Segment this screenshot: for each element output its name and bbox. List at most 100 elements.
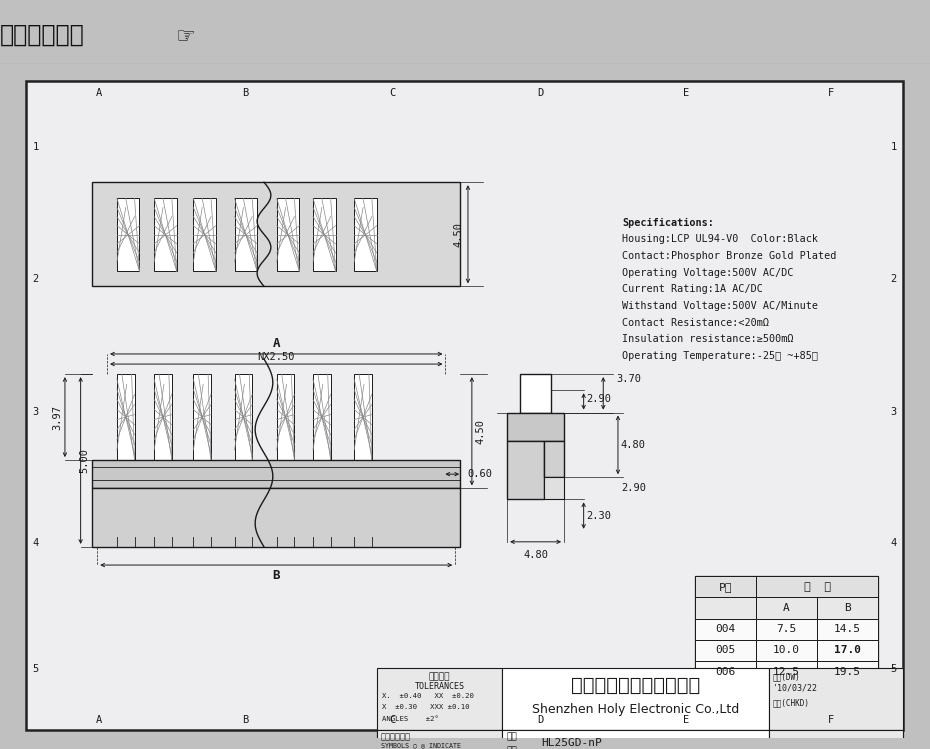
Bar (117, 198, 140, 271)
Text: '10/03/22: '10/03/22 (773, 683, 817, 692)
Bar (507, 441, 544, 500)
Bar (756, 661, 817, 682)
Text: 图号: 图号 (506, 746, 517, 749)
Bar (193, 374, 211, 460)
Bar (313, 374, 331, 460)
Text: 2.30: 2.30 (587, 511, 612, 521)
Bar (377, 668, 502, 730)
Text: Operating Voltage:500V AC/DC: Operating Voltage:500V AC/DC (622, 267, 793, 278)
Text: 5.00: 5.00 (80, 448, 89, 473)
Text: E: E (683, 88, 689, 98)
Text: 004: 004 (716, 624, 736, 634)
Text: 5: 5 (33, 664, 39, 674)
Text: 检验尺寸标示: 检验尺寸标示 (380, 733, 411, 742)
Text: 3.97: 3.97 (52, 404, 62, 430)
Text: 4: 4 (33, 538, 39, 548)
Text: C: C (390, 88, 395, 98)
Bar (696, 598, 756, 619)
Text: 19.5: 19.5 (834, 667, 861, 676)
Text: ☞: ☞ (175, 27, 195, 47)
Text: Housing:LCP UL94-V0  Color:Black: Housing:LCP UL94-V0 Color:Black (622, 234, 817, 244)
Text: 1: 1 (890, 142, 897, 152)
Text: ANGLES    ±2°: ANGLES ±2° (381, 715, 439, 721)
Text: 工程: 工程 (506, 733, 517, 742)
Text: Current Rating:1A AC/DC: Current Rating:1A AC/DC (622, 285, 763, 294)
Bar (502, 730, 769, 749)
Bar (193, 198, 216, 271)
Text: 2.90: 2.90 (621, 483, 646, 494)
Text: B: B (844, 603, 851, 613)
Text: D: D (537, 88, 543, 98)
Text: F: F (828, 715, 834, 724)
Text: TOLERANCES: TOLERANCES (415, 682, 464, 691)
Bar (817, 619, 878, 640)
Bar (696, 640, 756, 661)
Text: 深圳市宏利电子有限公司: 深圳市宏利电子有限公司 (571, 676, 700, 695)
Bar (696, 661, 756, 682)
Text: HL25GD-nP: HL25GD-nP (541, 738, 603, 748)
Bar (92, 460, 460, 488)
Bar (377, 730, 903, 749)
Text: D: D (537, 715, 543, 724)
Text: A: A (96, 715, 102, 724)
Text: X  ±0.30   XXX ±0.10: X ±0.30 XXX ±0.10 (381, 705, 469, 711)
Text: 2: 2 (890, 274, 897, 284)
Text: B: B (242, 715, 248, 724)
Text: 12.5: 12.5 (773, 667, 800, 676)
Text: Contact:Phosphor Bronze Gold Plated: Contact:Phosphor Bronze Gold Plated (622, 251, 836, 261)
Bar (354, 374, 372, 460)
Text: A: A (96, 88, 102, 98)
Bar (769, 730, 903, 749)
Bar (234, 198, 257, 271)
Text: 4.80: 4.80 (621, 440, 646, 450)
Text: 4: 4 (890, 538, 897, 548)
Text: 4.80: 4.80 (523, 550, 548, 560)
Text: 14.5: 14.5 (834, 624, 861, 634)
Bar (377, 730, 502, 749)
Bar (277, 198, 299, 271)
Bar (756, 640, 817, 661)
Bar (817, 640, 878, 661)
Text: 在线图纸下载: 在线图纸下载 (0, 23, 85, 47)
Text: 5: 5 (890, 664, 897, 674)
Text: SYMBOLS ○ ◎ INDICATE: SYMBOLS ○ ◎ INDICATE (380, 743, 460, 749)
Text: 006: 006 (716, 667, 736, 676)
Bar (817, 661, 878, 682)
Text: 4.50: 4.50 (453, 222, 463, 246)
Text: 3: 3 (33, 407, 39, 416)
Bar (696, 619, 756, 640)
Bar (544, 441, 564, 477)
Text: 制图(DW): 制图(DW) (773, 672, 801, 681)
Bar (117, 374, 135, 460)
Text: NX2.50: NX2.50 (258, 352, 295, 362)
Bar (769, 668, 903, 730)
Bar (277, 374, 295, 460)
Text: A: A (783, 603, 790, 613)
Text: F: F (828, 88, 834, 98)
Bar (154, 374, 172, 460)
Text: 1: 1 (33, 142, 39, 152)
Text: 一般公差: 一般公差 (429, 672, 450, 681)
Text: 4.50: 4.50 (475, 419, 485, 443)
Text: 7.5: 7.5 (777, 624, 797, 634)
Text: 3.70: 3.70 (616, 374, 641, 384)
Bar (234, 374, 252, 460)
Text: B: B (272, 568, 280, 582)
Text: Operating Temperature:-25℃ ~+85℃: Operating Temperature:-25℃ ~+85℃ (622, 351, 817, 361)
Text: 005: 005 (716, 646, 736, 655)
Text: 2.90: 2.90 (587, 395, 612, 404)
Text: Specifications:: Specifications: (622, 218, 713, 228)
Text: 17.0: 17.0 (834, 646, 861, 655)
Bar (154, 198, 177, 271)
Text: P数: P数 (719, 582, 733, 592)
Bar (507, 413, 564, 441)
Text: A: A (272, 337, 280, 351)
Bar (313, 198, 336, 271)
Text: 2: 2 (33, 274, 39, 284)
Bar (502, 668, 769, 730)
Text: Contact Resistance:<20mΩ: Contact Resistance:<20mΩ (622, 318, 769, 327)
Bar (817, 598, 878, 619)
Bar (756, 598, 817, 619)
Bar (92, 182, 460, 286)
Text: 0.60: 0.60 (467, 469, 492, 479)
